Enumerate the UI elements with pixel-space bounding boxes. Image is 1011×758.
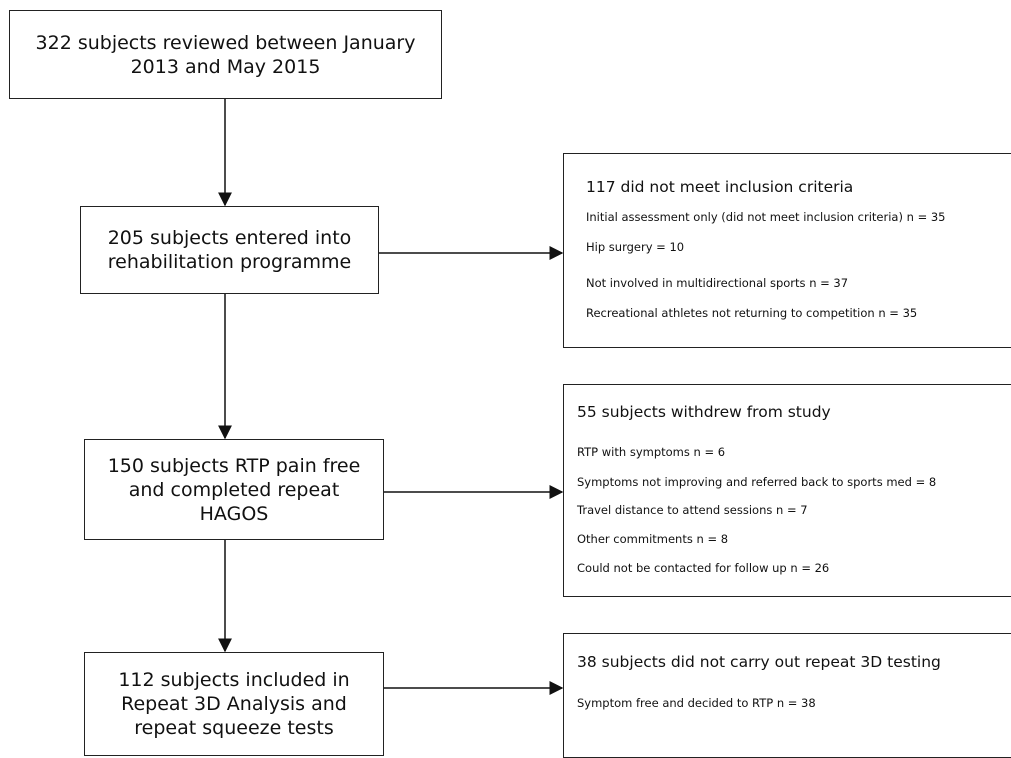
exclusion-item: RTP with symptoms n = 6	[577, 445, 726, 459]
exclusion-item: Other commitments n = 8	[577, 532, 729, 546]
exclusion-title: 55 subjects withdrew from study	[577, 403, 831, 421]
box-subjects-entered: 205 subjects entered into rehabilitation…	[80, 206, 379, 294]
exclusion-item: Travel distance to attend sessions n = 7	[577, 503, 808, 517]
exclusion-box-withdrew: 55 subjects withdrew from study RTP with…	[563, 384, 1011, 597]
exclusion-item: Recreational athletes not returning to c…	[586, 306, 918, 320]
exclusion-item: Symptom free and decided to RTP n = 38	[577, 696, 816, 710]
exclusion-title: 117 did not meet inclusion criteria	[586, 178, 854, 196]
exclusion-box-no-repeat-3d: 38 subjects did not carry out repeat 3D …	[563, 633, 1011, 758]
exclusion-item: Hip surgery = 10	[586, 240, 685, 254]
box-subjects-rtp-text: 150 subjects RTP pain free and completed…	[107, 454, 361, 525]
box-subjects-reviewed-text: 322 subjects reviewed between January 20…	[35, 31, 416, 78]
exclusion-item: Could not be contacted for follow up n =…	[577, 561, 830, 575]
exclusion-item: Not involved in multidirectional sports …	[586, 276, 849, 290]
box-subjects-included-text: 112 subjects included in Repeat 3D Analy…	[118, 669, 350, 739]
box-subjects-included: 112 subjects included in Repeat 3D Analy…	[84, 652, 384, 756]
box-subjects-entered-text: 205 subjects entered into rehabilitation…	[107, 227, 352, 273]
exclusion-box-inclusion-criteria: 117 did not meet inclusion criteria Init…	[563, 153, 1011, 348]
exclusion-title: 38 subjects did not carry out repeat 3D …	[577, 653, 941, 671]
exclusion-item: Symptoms not improving and referred back…	[577, 475, 937, 489]
exclusion-item: Initial assessment only (did not meet in…	[586, 210, 946, 224]
box-subjects-reviewed: 322 subjects reviewed between January 20…	[9, 10, 442, 99]
box-subjects-rtp: 150 subjects RTP pain free and completed…	[84, 439, 384, 540]
